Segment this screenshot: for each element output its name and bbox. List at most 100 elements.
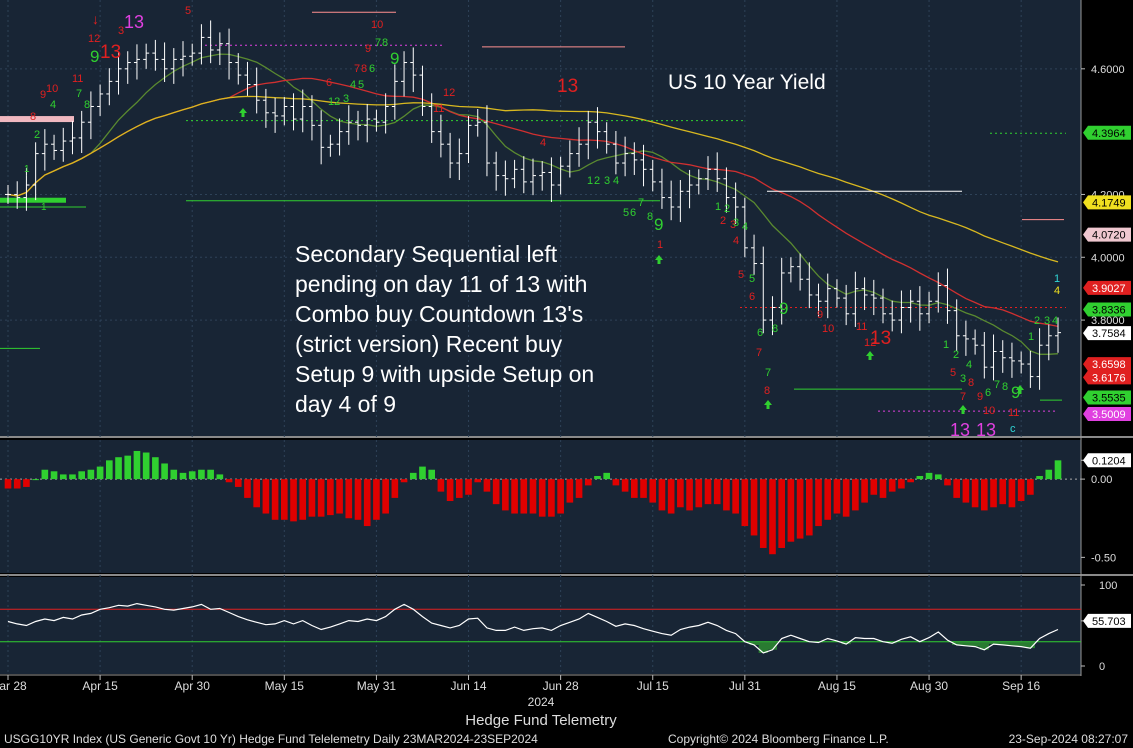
td-count-label: 1 bbox=[1054, 273, 1060, 285]
price-bar bbox=[318, 110, 325, 165]
price-bar bbox=[870, 279, 877, 316]
td-count-label: 2 bbox=[724, 203, 730, 215]
td-count-label: 8 bbox=[772, 323, 778, 335]
price-bar bbox=[898, 290, 905, 334]
price-bar bbox=[861, 277, 868, 311]
td-count-label: 13 bbox=[976, 420, 996, 440]
td-count-label: 7 bbox=[354, 63, 360, 75]
histogram-bar bbox=[50, 471, 58, 480]
price-bar bbox=[437, 114, 444, 158]
histogram-bar bbox=[419, 466, 426, 480]
price-bar bbox=[566, 140, 573, 178]
price-bar bbox=[69, 120, 76, 155]
x-tick-label: Jul 15 bbox=[637, 679, 669, 693]
histogram-bar bbox=[1054, 460, 1062, 480]
histogram-bar bbox=[944, 479, 951, 486]
price-label-box bbox=[1083, 280, 1131, 295]
oscillator-line bbox=[7, 602, 1059, 654]
td-count-label: 3 bbox=[343, 93, 349, 105]
price-bar bbox=[1045, 324, 1052, 361]
td-count-label: 2 bbox=[720, 215, 726, 227]
price-bar bbox=[962, 320, 969, 356]
histogram-bar bbox=[971, 479, 979, 508]
histogram-bar bbox=[281, 479, 288, 520]
x-tick-label: Jun 14 bbox=[451, 679, 487, 693]
x-tick-label: Mar 28 bbox=[0, 679, 27, 693]
price-bar bbox=[815, 283, 822, 317]
td-count-label: 5 bbox=[623, 207, 629, 219]
histogram-bar bbox=[769, 479, 776, 555]
td-count-label: 9 bbox=[90, 47, 99, 66]
price-panel-background bbox=[0, 0, 1081, 436]
histogram-bar bbox=[13, 479, 21, 489]
price-bar bbox=[336, 118, 343, 156]
price-bar bbox=[594, 107, 601, 149]
price-label-value: 3.6176 bbox=[1092, 372, 1126, 384]
histogram-bar bbox=[400, 479, 408, 483]
price-label-box bbox=[1083, 453, 1131, 468]
price-bar bbox=[474, 109, 481, 137]
price-bar bbox=[649, 159, 656, 192]
histogram-bar bbox=[59, 474, 67, 480]
histogram-bar bbox=[962, 479, 970, 503]
histogram-bar bbox=[787, 479, 795, 542]
histogram-bar bbox=[179, 472, 187, 480]
price-label-value: 3.8336 bbox=[1092, 305, 1126, 317]
td-count-label: 9 bbox=[779, 299, 788, 318]
td-count-label: ↓ bbox=[92, 11, 99, 27]
td-count-label: 4 bbox=[540, 137, 546, 149]
price-bar bbox=[741, 197, 748, 258]
td-count-label: 2 bbox=[953, 349, 959, 361]
price-bar bbox=[833, 279, 840, 308]
histogram-bar bbox=[759, 479, 767, 548]
histogram-bar bbox=[925, 472, 933, 480]
price-label-value: 3.9027 bbox=[1092, 283, 1126, 295]
price-label-value: 4.1749 bbox=[1092, 197, 1126, 209]
td-count-label: 7 bbox=[960, 391, 966, 403]
price-bar bbox=[520, 156, 527, 194]
td-count-label: 12 bbox=[443, 87, 455, 99]
td-count-label: 6 bbox=[749, 291, 755, 303]
td-count-label: c bbox=[1010, 423, 1016, 435]
td-count-label: 3 bbox=[730, 219, 736, 231]
price-bar bbox=[557, 156, 564, 195]
price-bar bbox=[41, 129, 48, 171]
price-bar bbox=[78, 110, 85, 153]
histogram-bar bbox=[409, 472, 417, 480]
price-bar bbox=[935, 272, 942, 313]
td-count-label: 9 bbox=[390, 49, 399, 68]
histogram-bar bbox=[695, 479, 703, 508]
histogram-bar bbox=[612, 479, 620, 486]
histogram-bar bbox=[1008, 479, 1016, 508]
td-count-label: 13 bbox=[950, 420, 970, 440]
histogram-bar bbox=[382, 479, 389, 514]
td-count-label: 9 bbox=[365, 43, 371, 55]
histogram-bar bbox=[152, 457, 159, 480]
histogram-bar bbox=[538, 479, 546, 517]
x-tick-label: Apr 30 bbox=[175, 679, 211, 693]
price-bar bbox=[668, 180, 675, 221]
price-bar bbox=[189, 43, 196, 66]
td-count-label: 5 bbox=[185, 5, 191, 17]
td-count-label: 1 bbox=[715, 201, 721, 213]
price-bar bbox=[180, 41, 186, 77]
price-bar bbox=[143, 43, 150, 69]
histogram-bar bbox=[492, 479, 500, 505]
histogram-bar bbox=[502, 479, 509, 511]
td-count-label: 3 bbox=[960, 373, 966, 385]
buy-arrow-icon bbox=[239, 108, 247, 117]
histogram-bar bbox=[170, 469, 178, 480]
histogram-bar bbox=[833, 479, 841, 514]
price-bar bbox=[824, 273, 831, 319]
histogram-bar bbox=[1017, 479, 1025, 502]
td-count-label: 8 bbox=[30, 111, 36, 123]
histogram-bar bbox=[198, 469, 205, 480]
td-count-label: 1 bbox=[24, 164, 30, 175]
histogram-bar bbox=[308, 479, 316, 517]
x-tick-label: Aug 30 bbox=[910, 679, 948, 693]
td-count-label: 9 bbox=[654, 215, 663, 234]
histogram-bar bbox=[225, 479, 233, 483]
td-count-label: 11 bbox=[72, 73, 83, 85]
histogram-bar bbox=[640, 479, 647, 498]
histogram-bar bbox=[520, 479, 528, 514]
